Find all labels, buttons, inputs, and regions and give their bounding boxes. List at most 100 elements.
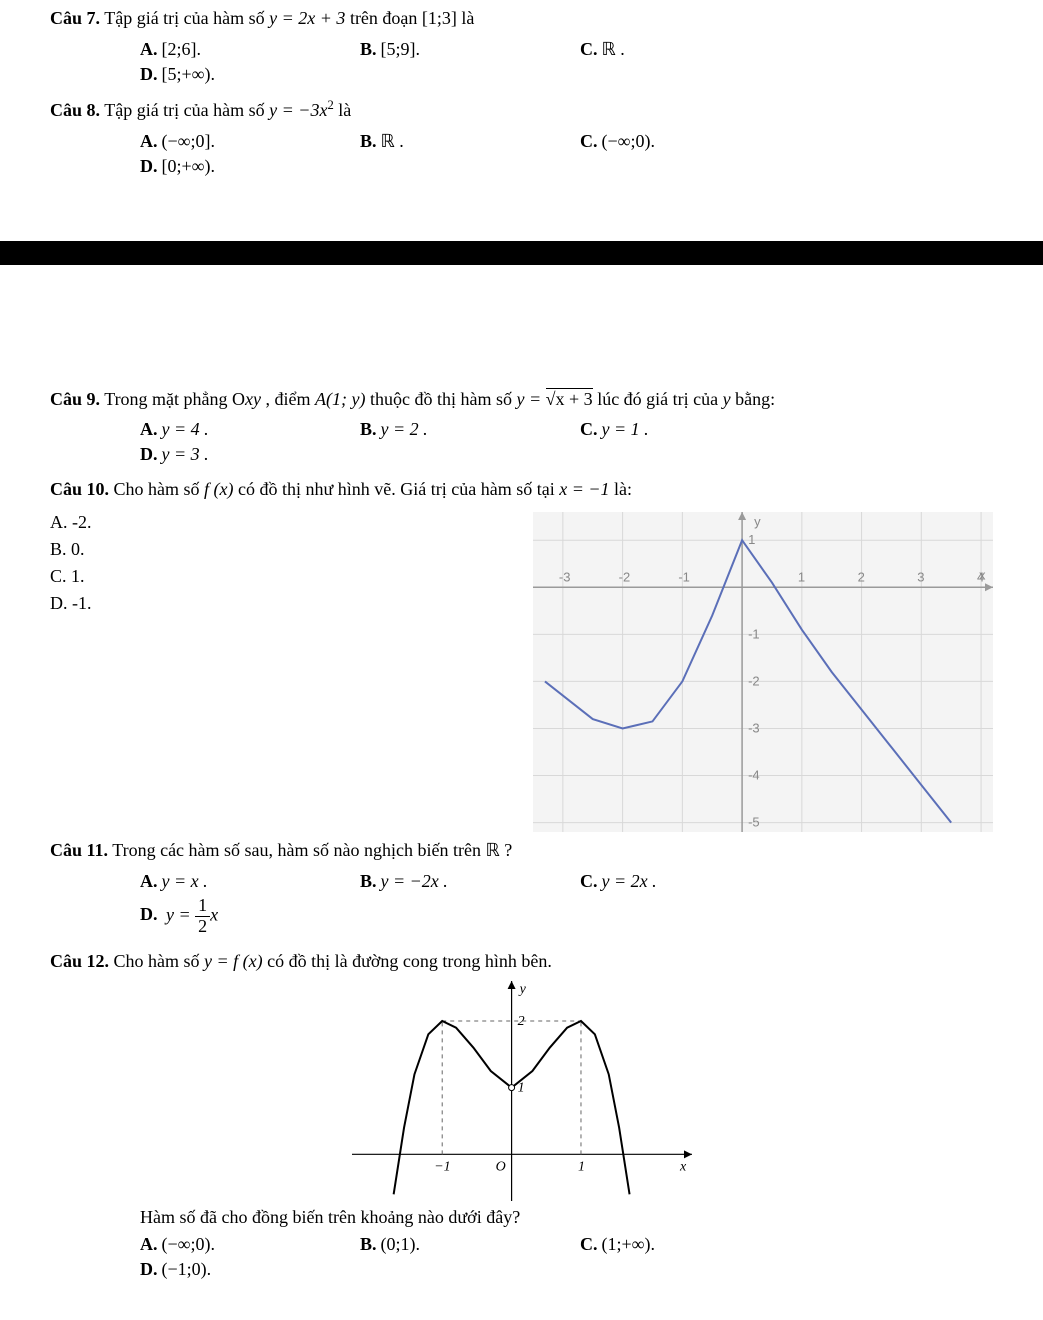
svg-text:-1: -1 — [678, 569, 690, 584]
opt-label-d: D. — [140, 1259, 158, 1279]
q9-opt-a-text: y = 4 . — [162, 419, 209, 439]
q12-options: A.(−∞;0). B.(0;1). C.(1;+∞). D.(−1;0). — [140, 1234, 993, 1284]
svg-text:y: y — [754, 514, 761, 529]
opt-label-b: B. — [360, 39, 377, 59]
q9-text-pre: Trong mặt phẳng O — [104, 389, 245, 409]
opt-label-c: C. — [580, 131, 598, 151]
q8-label: Câu 8. — [50, 100, 100, 120]
svg-text:1: 1 — [748, 532, 755, 547]
page: Câu 7. Tập giá trị của hàm số y = 2x + 3… — [0, 4, 1043, 1320]
q8-eq-exp: 2 — [327, 98, 333, 112]
q9-text-mid1: , điểm — [266, 389, 316, 409]
opt-label-b: B. — [360, 1234, 377, 1254]
fraction: 12 — [195, 896, 210, 937]
q11-opt-b[interactable]: B.y = −2x . — [360, 871, 580, 892]
q12-eq: y = f (x) — [204, 951, 263, 971]
q8-opt-b[interactable]: B.ℝ . — [360, 131, 580, 152]
frac-den: 2 — [195, 917, 210, 937]
q12-opt-c[interactable]: C.(1;+∞). — [580, 1234, 800, 1255]
opt-label-a: A. — [140, 39, 158, 59]
q9-options: A.y = 4 . B.y = 2 . C.y = 1 . D.y = 3 . — [140, 419, 993, 469]
opt-label-d: D. — [140, 444, 158, 464]
q7-opt-c[interactable]: C.ℝ . — [580, 39, 800, 60]
q12-graph: −1112Oyx — [352, 981, 692, 1201]
opt-label-d: D. — [50, 593, 68, 613]
page-divider — [0, 241, 1043, 265]
q11-text-pre: Trong các hàm số sau, hàm số nào nghịch … — [112, 840, 485, 860]
opt-label-a: A. — [50, 512, 68, 532]
q9-opt-b[interactable]: B.y = 2 . — [360, 419, 580, 440]
q12-text-pre: Cho hàm số — [114, 951, 205, 971]
q9-opt-a[interactable]: A.y = 4 . — [140, 419, 360, 440]
q9-text-post: bằng: — [735, 389, 775, 409]
q11-opt-c-text: y = 2x . — [602, 871, 657, 891]
opt-label-c: C. — [50, 566, 67, 586]
q10-text-post: là: — [614, 479, 632, 499]
svg-text:x: x — [979, 567, 986, 582]
q12-opt-b[interactable]: B.(0;1). — [360, 1234, 580, 1255]
q9-xy: xy — [245, 389, 261, 409]
q7-text-post: là — [461, 8, 474, 28]
q10-opt-b[interactable]: B. 0. — [50, 539, 250, 560]
svg-text:2: 2 — [858, 569, 865, 584]
question-11: Câu 11. Trong các hàm số sau, hàm số nào… — [50, 836, 993, 865]
q10-opt-a[interactable]: A. -2. — [50, 512, 250, 533]
q12-opt-d-text: (−1;0). — [162, 1259, 212, 1279]
q12-opt-d[interactable]: D.(−1;0). — [140, 1259, 360, 1280]
opt-label-d: D. — [140, 64, 158, 84]
q9-opt-c[interactable]: C.y = 1 . — [580, 419, 800, 440]
q10-fx: f (x) — [204, 479, 233, 499]
q10-row: A. -2. B. 0. C. 1. D. -1. -3-2-11234-5-4… — [50, 512, 993, 832]
q8-opt-c[interactable]: C.(−∞;0). — [580, 131, 800, 152]
q9-opt-b-text: y = 2 . — [381, 419, 428, 439]
q10-label: Câu 10. — [50, 479, 109, 499]
svg-text:-3: -3 — [559, 569, 571, 584]
q12-opt-a-text: (−∞;0). — [162, 1234, 215, 1254]
q7-options: A.[2;6]. B.[5;9]. C.ℝ . D.[5;+∞). — [140, 39, 993, 89]
q9-opt-d[interactable]: D.y = 3 . — [140, 444, 360, 465]
q12-opt-a[interactable]: A.(−∞;0). — [140, 1234, 360, 1255]
q9-rad-inner: √x + 3 — [546, 388, 593, 409]
svg-text:-4: -4 — [748, 768, 760, 783]
q11-opt-a[interactable]: A.y = x . — [140, 871, 360, 892]
q8-opt-c-text: (−∞;0). — [602, 131, 655, 151]
opt-label-b: B. — [360, 131, 377, 151]
q9-eq-pre: y = — [517, 389, 546, 409]
q8-opt-d-text: [0;+∞). — [162, 156, 215, 176]
q11-opt-d[interactable]: D. y = 12x — [140, 896, 360, 937]
q9-yvar: y — [723, 389, 731, 409]
q8-opt-d[interactable]: D.[0;+∞). — [140, 156, 360, 177]
q8-opt-a[interactable]: A.(−∞;0]. — [140, 131, 360, 152]
q9-label: Câu 9. — [50, 389, 100, 409]
q12-label: Câu 12. — [50, 951, 109, 971]
q9-opt-c-text: y = 1 . — [602, 419, 649, 439]
q7-opt-d-text: [5;+∞). — [162, 64, 215, 84]
svg-text:y: y — [517, 982, 526, 997]
q7-opt-b[interactable]: B.[5;9]. — [360, 39, 580, 60]
q11-opt-d-post: x — [210, 904, 218, 924]
question-8: Câu 8. Tập giá trị của hàm số y = −3x2 l… — [50, 95, 993, 125]
opt-label-b: B. — [50, 539, 67, 559]
q11-options: A.y = x . B.y = −2x . C.y = 2x . D. y = … — [140, 871, 993, 941]
q7-text-mid: trên đoạn — [350, 8, 422, 28]
q7-opt-a[interactable]: A.[2;6]. — [140, 39, 360, 60]
q11-opt-c[interactable]: C.y = 2x . — [580, 871, 800, 892]
q11-set: ℝ — [485, 840, 499, 860]
q10-opt-d[interactable]: D. -1. — [50, 593, 250, 614]
q8-eq-base: y = −3x — [269, 100, 327, 120]
q11-text-post: ? — [504, 840, 512, 860]
opt-label-a: A. — [140, 131, 158, 151]
q9-point: A(1; y) — [315, 389, 365, 409]
q10-text-mid: có đồ thị như hình vẽ. Giá trị của hàm s… — [238, 479, 559, 499]
opt-label-d: D. — [140, 904, 158, 924]
question-7: Câu 7. Tập giá trị của hàm số y = 2x + 3… — [50, 4, 993, 33]
q11-opt-b-text: y = −2x . — [381, 871, 448, 891]
q9-text-mid2: thuộc đồ thị hàm số — [370, 389, 517, 409]
q10-opt-c[interactable]: C. 1. — [50, 566, 250, 587]
q7-opt-d[interactable]: D.[5;+∞). — [140, 64, 360, 85]
q10-opt-a-text: -2. — [72, 512, 92, 532]
q10-graph-box: -3-2-11234-5-4-3-2-11yx — [250, 512, 993, 832]
q12-followup: Hàm số đã cho đồng biến trên khoảng nào … — [140, 1207, 993, 1228]
q7-opt-c-text: ℝ . — [602, 39, 625, 59]
q8-text-post: là — [338, 100, 351, 120]
